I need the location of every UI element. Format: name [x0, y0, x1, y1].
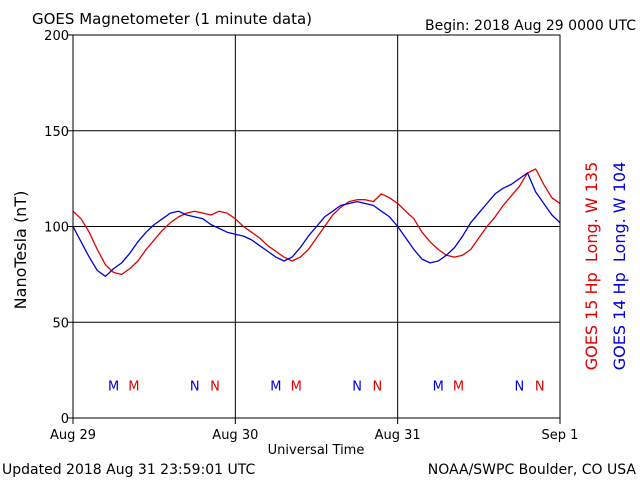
y-tick-label: 150: [44, 125, 69, 140]
annotation-label: M: [453, 379, 464, 394]
series-lines: [72, 168, 561, 277]
x-axis-label: Universal Time: [268, 443, 365, 458]
x-tick-label: Aug 31: [375, 428, 421, 443]
updated-timestamp: Updated 2018 Aug 31 23:59:01 UTC: [2, 462, 255, 478]
legend-goes14: GOES 14 Hp Long. W 104: [610, 162, 629, 370]
annotation-label: N: [352, 379, 362, 394]
x-tick-label: Aug 29: [50, 428, 96, 443]
y-tick-label: 100: [44, 221, 69, 236]
credit-text: NOAA/SWPC Boulder, CO USA: [428, 462, 637, 478]
legend-goes15: GOES 15 Hp Long. W 135: [582, 162, 601, 370]
plot-frame: [72, 34, 561, 419]
annotation-label: M: [128, 379, 139, 394]
x-tick-label: Aug 30: [212, 428, 258, 443]
begin-time: Begin: 2018 Aug 29 0000 UTC: [425, 18, 636, 34]
series-line-goes15: [72, 168, 561, 276]
y-axis-label: NanoTesla (nT): [11, 191, 30, 310]
y-tick-label: 50: [52, 316, 69, 331]
y-tick-label: 0: [61, 412, 69, 427]
annotation-label: M: [108, 379, 119, 394]
annotation-label: N: [515, 379, 525, 394]
annotation-label: N: [210, 379, 220, 394]
annotation-label: M: [270, 379, 281, 394]
y-axis-ticks: 0 50 100 150 200: [44, 29, 73, 427]
annotation-label: N: [373, 379, 383, 394]
annotation-label: N: [535, 379, 545, 394]
annotation-label: M: [291, 379, 302, 394]
annotation-label: M: [433, 379, 444, 394]
y-tick-label: 200: [44, 29, 69, 44]
series-line-goes14: [72, 172, 561, 277]
chart-title: GOES Magnetometer (1 minute data): [32, 10, 312, 28]
x-tick-label: Sep 1: [542, 428, 579, 443]
x-axis-ticks: Aug 29 Aug 30 Aug 31 Sep 1: [50, 418, 578, 443]
annotation-label: N: [190, 379, 200, 394]
